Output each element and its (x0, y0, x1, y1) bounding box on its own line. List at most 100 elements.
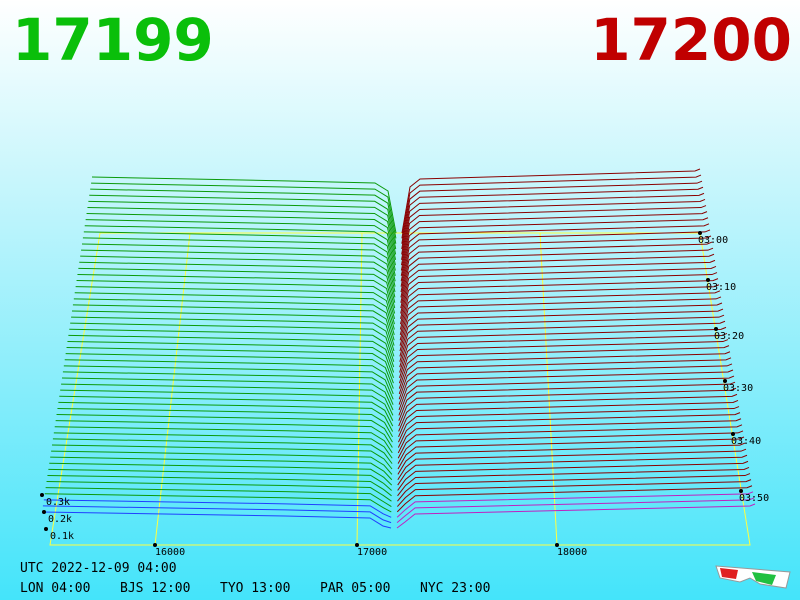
bid-line (68, 334, 395, 373)
price-tick-label: 18000 (557, 547, 587, 558)
bid-line (44, 493, 392, 513)
ask-line (396, 485, 753, 513)
ask-line (398, 399, 739, 438)
city-time: TYO 13:00 (220, 581, 290, 596)
time-tick-label: 03:50 (739, 493, 769, 504)
bid-line (61, 377, 394, 411)
ask-line (397, 436, 745, 470)
ask-line (398, 369, 734, 411)
price-tick-label: 16000 (155, 547, 185, 558)
bid-line (83, 231, 396, 282)
ask-line (396, 503, 756, 529)
bid-line (85, 219, 396, 271)
bid-line (80, 255, 396, 303)
ask-line (398, 387, 737, 427)
ask-line (400, 265, 717, 319)
ask-line (399, 272, 718, 325)
bid-line (84, 225, 396, 277)
ask-line (400, 217, 709, 277)
tick-dot (153, 543, 157, 547)
ask-line (400, 229, 711, 287)
bid-line (47, 474, 392, 497)
ask-line (398, 351, 731, 395)
ask-line (399, 308, 724, 357)
ask-line (399, 326, 727, 373)
bid-line (53, 432, 393, 459)
ask-line (399, 314, 725, 362)
tick-dot (698, 231, 702, 235)
bid-line (91, 176, 397, 234)
bid-line (54, 426, 393, 454)
volume-tick-label: 0.1k (50, 531, 74, 542)
ask-line (397, 466, 750, 497)
bid-price: 17199 (12, 6, 214, 74)
bid-line (59, 395, 394, 427)
tick-dot (555, 543, 559, 547)
bid-line (62, 371, 394, 405)
bid-line (50, 456, 393, 481)
tick-dot (739, 489, 743, 493)
tick-dot (40, 493, 44, 497)
bid-line (89, 194, 397, 250)
ask-line (398, 345, 730, 389)
bid-line (81, 243, 396, 293)
time-tick-label: 03:20 (714, 331, 744, 342)
bid-line (72, 304, 395, 346)
ask-line (401, 180, 703, 244)
ask-line (397, 406, 740, 443)
bid-line (90, 188, 397, 244)
bid-line (77, 273, 396, 319)
ask-line (397, 442, 746, 475)
bid-line (78, 267, 396, 314)
bid-line (64, 359, 394, 395)
ask-line (397, 424, 743, 459)
bid-line (73, 298, 395, 341)
bid-line (49, 462, 393, 486)
ask-line (397, 430, 744, 464)
bid-line (69, 328, 395, 368)
city-time: LON 04:00 (20, 581, 90, 596)
ask-line (399, 320, 726, 368)
ask-line (400, 247, 714, 303)
bid-line (75, 286, 395, 330)
tick-dot (355, 543, 359, 547)
ask-line (400, 223, 710, 282)
tick-dot (714, 327, 718, 331)
price-tick-label: 17000 (357, 547, 387, 558)
bid-line (58, 401, 394, 432)
ask-line (399, 284, 720, 336)
ask-line (400, 211, 708, 271)
time-tick-label: 03:30 (723, 383, 753, 394)
bid-line (70, 322, 395, 362)
ask-line (398, 375, 735, 416)
bid-line (61, 383, 394, 416)
ask-line (397, 473, 751, 502)
bid-line (76, 280, 395, 325)
ask-line (401, 198, 706, 260)
ask-line (399, 302, 723, 352)
bid-line (43, 499, 392, 518)
ask-line (398, 363, 733, 405)
bid-line (71, 316, 395, 357)
ask-line (398, 381, 736, 421)
bid-line (65, 353, 394, 389)
ask-line (399, 290, 721, 341)
bid-line (46, 481, 392, 502)
ask-line (397, 418, 742, 454)
bid-line (48, 468, 392, 491)
ask-line (401, 192, 705, 255)
bid-line (63, 365, 394, 400)
bid-line (66, 347, 394, 384)
tick-dot (44, 527, 48, 531)
ask-line (397, 454, 748, 486)
city-time: PAR 05:00 (320, 581, 390, 596)
ask-line (400, 259, 716, 314)
ask-line (397, 412, 741, 448)
bid-line (86, 213, 396, 266)
ask-line (396, 497, 755, 524)
time-tick-label: 03:40 (731, 436, 761, 447)
time-tick-label: 03:00 (698, 235, 728, 246)
bid-line (42, 505, 392, 524)
bid-line (67, 340, 395, 378)
